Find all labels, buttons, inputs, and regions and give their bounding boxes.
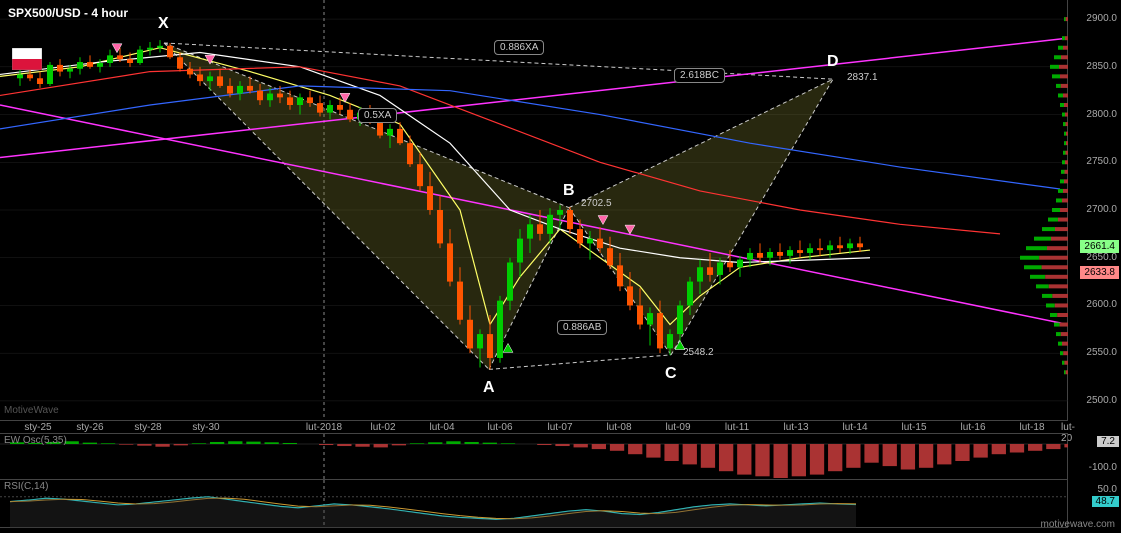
oscillator-panel-2[interactable]: RSI(C,14) bbox=[0, 480, 1068, 528]
main-chart[interactable]: MotiveWave XAB2702.5C2548.2D2837.10.886X… bbox=[0, 0, 1068, 420]
osc1-label: EW Osc(5,35) bbox=[4, 435, 67, 446]
flag-icon bbox=[12, 48, 42, 70]
chart-svg bbox=[0, 0, 1068, 420]
time-axis: sty-25sty-26sty-28sty-30lut-2018lut-02lu… bbox=[0, 420, 1068, 434]
footer-link[interactable]: motivewave.com bbox=[1041, 519, 1115, 530]
chart-container: SPX500/USD - 4 hour MotiveWave XAB2702.5… bbox=[0, 0, 1121, 532]
watermark: MotiveWave bbox=[4, 405, 59, 416]
oscillator-panel-1[interactable]: EW Osc(5,35) bbox=[0, 434, 1068, 480]
osc2-svg bbox=[0, 480, 1068, 528]
osc1-axis: 7.2-100.0 bbox=[1068, 434, 1121, 480]
chart-title: SPX500/USD - 4 hour bbox=[8, 6, 128, 20]
price-axis: 2500.02550.02600.02650.02700.02750.02800… bbox=[1068, 0, 1121, 420]
osc1-svg bbox=[0, 434, 1068, 480]
osc2-label: RSI(C,14) bbox=[4, 481, 48, 492]
